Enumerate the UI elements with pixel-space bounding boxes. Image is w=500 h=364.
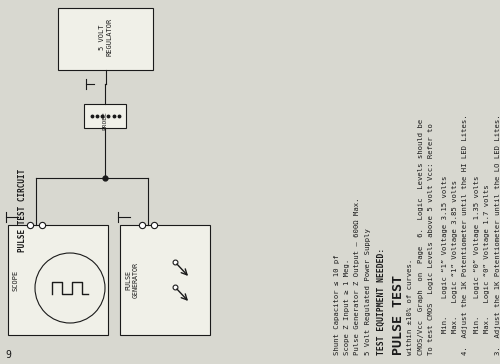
Text: PROBE: PROBE bbox=[102, 111, 108, 130]
Circle shape bbox=[35, 253, 105, 323]
Text: TEST EQUIPMENT NEEDED:: TEST EQUIPMENT NEEDED: bbox=[376, 248, 386, 355]
Text: PULSE TEST CIRCUIT: PULSE TEST CIRCUIT bbox=[18, 169, 27, 252]
Text: 3.  Adjust the 1K Potentiometer until the LO LED Lites.: 3. Adjust the 1K Potentiometer until the… bbox=[495, 114, 500, 355]
Bar bbox=[58, 8, 153, 70]
Text: 5 Volt Regulated Power Supply: 5 Volt Regulated Power Supply bbox=[365, 228, 371, 355]
Bar bbox=[84, 104, 126, 128]
Text: SCOPE: SCOPE bbox=[13, 269, 19, 290]
Text: PULSE TEST: PULSE TEST bbox=[392, 275, 406, 355]
Text: Min.    Logic “1” Voltage 3.15 volts: Min. Logic “1” Voltage 3.15 volts bbox=[442, 175, 448, 355]
Text: Pulse Generator Z Output — 600Ω Max.: Pulse Generator Z Output — 600Ω Max. bbox=[354, 198, 360, 355]
Text: 5 VOLT
REGULATOR: 5 VOLT REGULATOR bbox=[98, 18, 112, 56]
Text: 4.  Adjust the 1K Potentiometer until the HI LED Lites.: 4. Adjust the 1K Potentiometer until the… bbox=[462, 114, 468, 355]
Text: Max.   Logic “0” Voltage 1.7 volts: Max. Logic “0” Voltage 1.7 volts bbox=[484, 185, 490, 355]
Text: Max.   Logic “1” Voltage 3.85 volts: Max. Logic “1” Voltage 3.85 volts bbox=[452, 180, 458, 355]
Text: To test CMOS  Logic Levels above 5 volt Vcc: Refer to: To test CMOS Logic Levels above 5 volt V… bbox=[428, 123, 434, 355]
Text: PULSE
GENERATOR: PULSE GENERATOR bbox=[125, 262, 139, 298]
Text: within ±10% of curves.: within ±10% of curves. bbox=[407, 259, 413, 355]
Text: 9: 9 bbox=[5, 350, 11, 360]
Text: Shunt Capacitor ≤ 10 pf: Shunt Capacitor ≤ 10 pf bbox=[334, 254, 340, 355]
Bar bbox=[120, 225, 210, 335]
Text: Min.    Logic “0” Voltage 1.35 volts: Min. Logic “0” Voltage 1.35 volts bbox=[474, 175, 480, 355]
Bar bbox=[8, 225, 108, 335]
Text: Scope Z Input ≥ 1 Meg.: Scope Z Input ≥ 1 Meg. bbox=[344, 259, 350, 355]
Text: CMOS/Vcc  Graph  on  Page  6.  Logic  Levels should be: CMOS/Vcc Graph on Page 6. Logic Levels s… bbox=[418, 119, 424, 355]
